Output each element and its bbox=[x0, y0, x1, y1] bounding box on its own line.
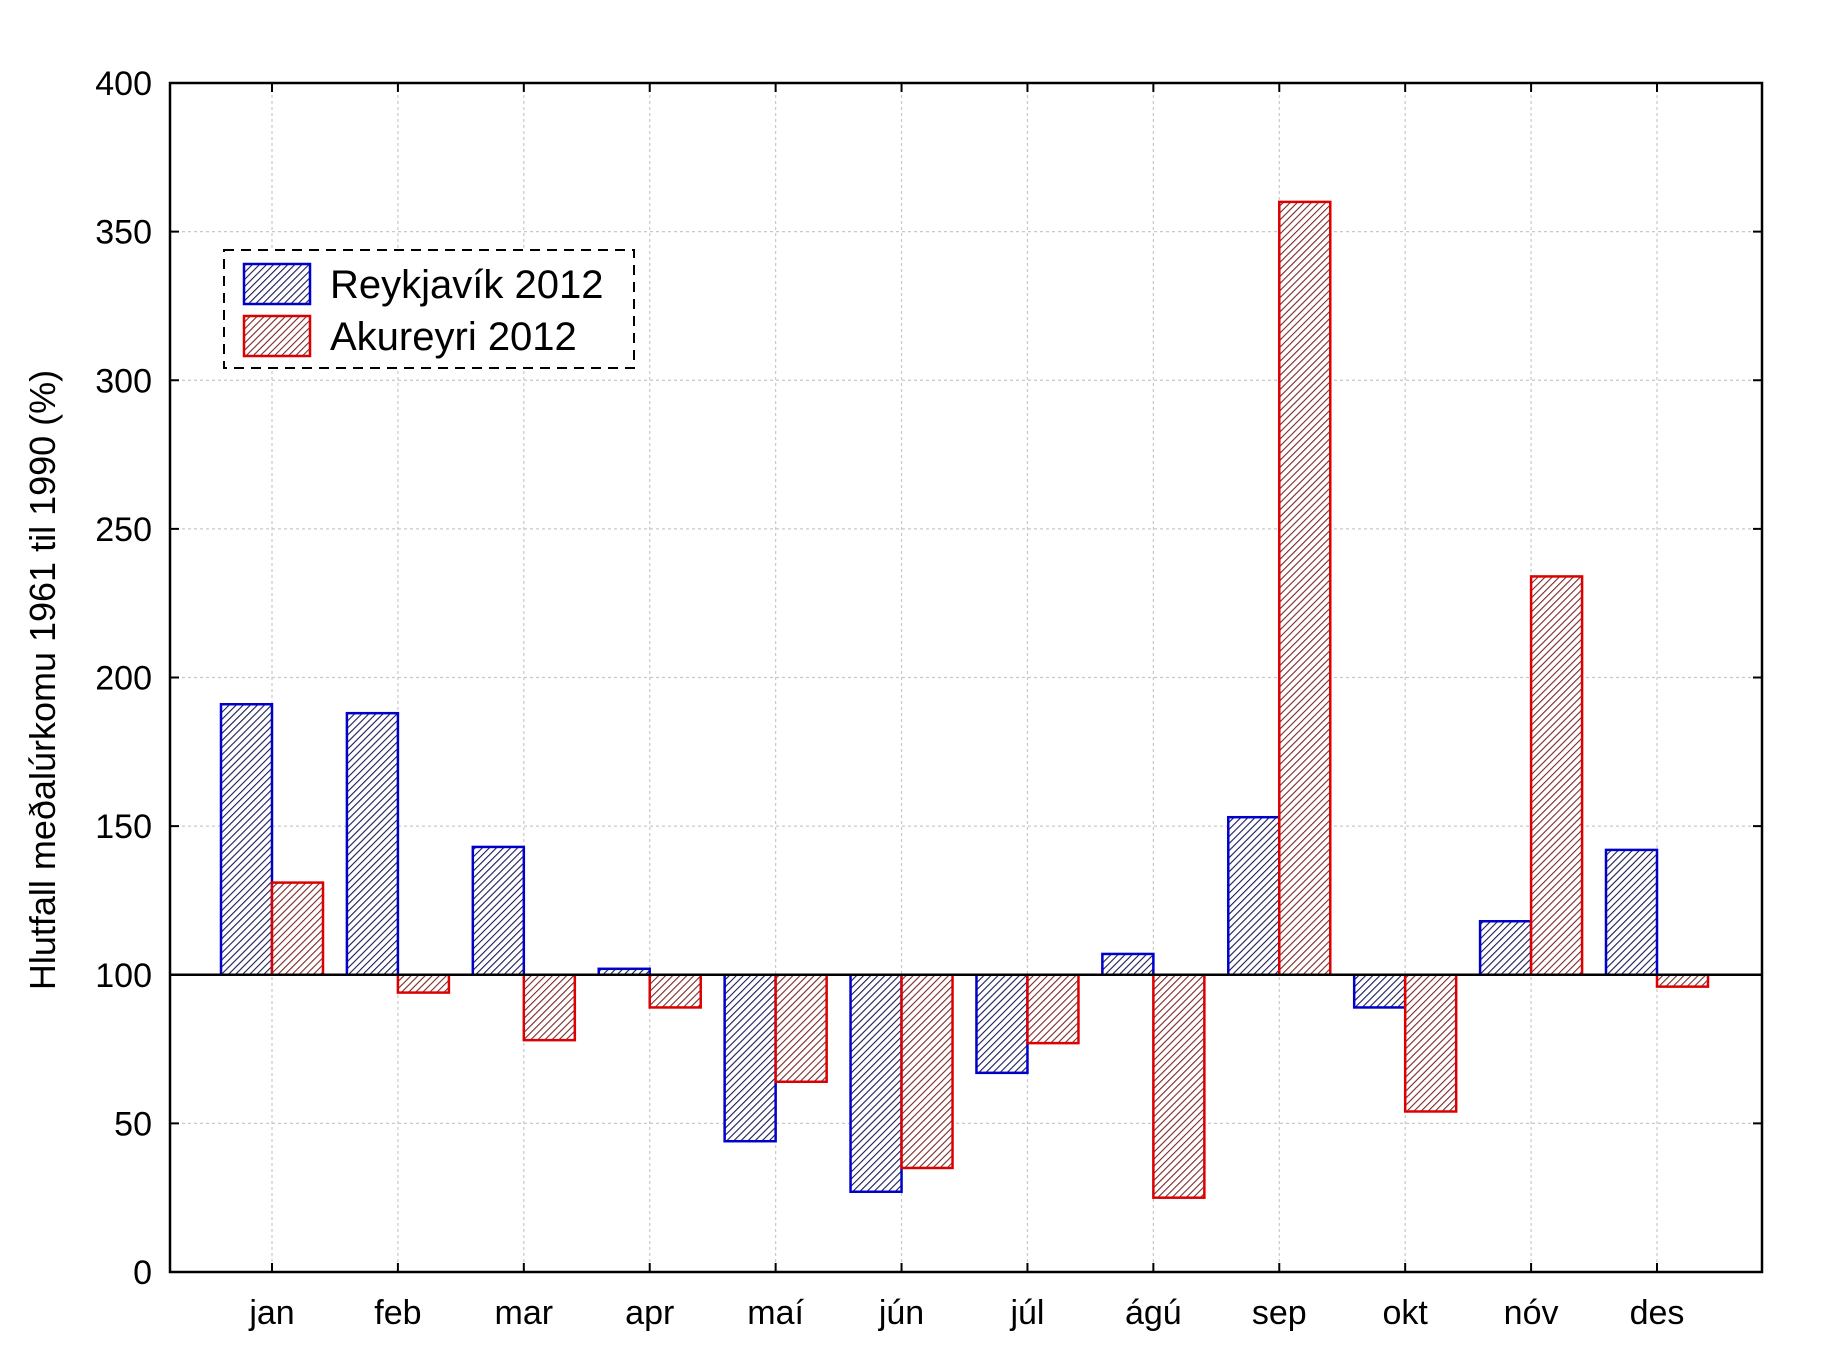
bar-reykjavik-ágú bbox=[1101, 952, 1155, 977]
tick-labels: 0 50 100 150 200 250 300 350 400 jan feb mar apr maí j… bbox=[95, 65, 1684, 1332]
bar-akureyri-jan bbox=[270, 881, 325, 976]
bar-reykjavik-mar bbox=[471, 845, 526, 976]
y-tick-label: 350 bbox=[95, 214, 152, 252]
bar-reykjavik-sep bbox=[1227, 815, 1281, 977]
bar-akureyri-nóv bbox=[1529, 575, 1584, 976]
y-tick-label: 50 bbox=[114, 1105, 152, 1143]
x-tick-label: nóv bbox=[1504, 1294, 1559, 1332]
x-tick-label: feb bbox=[374, 1294, 421, 1332]
y-axis-title: Hlutfall meðalúrkomu 1961 til 1990 (%) bbox=[22, 370, 63, 990]
y-tick-label: 200 bbox=[95, 660, 152, 698]
bar-reykjavik-maí bbox=[723, 973, 777, 1143]
x-tick-label: maí bbox=[747, 1294, 804, 1332]
bar-reykjavik-des bbox=[1604, 848, 1659, 977]
legend-swatch-akureyri bbox=[242, 314, 312, 358]
bar-akureyri-mar bbox=[522, 973, 577, 1042]
bar-akureyri-júl bbox=[1026, 973, 1080, 1045]
bars bbox=[219, 200, 1710, 1199]
bar-reykjavik-jan bbox=[219, 703, 274, 976]
bar-reykjavik-jún bbox=[849, 973, 903, 1193]
x-tick-label: júl bbox=[1009, 1294, 1044, 1332]
x-tick-label: mar bbox=[495, 1294, 554, 1332]
bar-akureyri-jún bbox=[900, 973, 954, 1170]
bar-reykjavik-okt bbox=[1352, 973, 1407, 1009]
bar-reykjavik-nóv bbox=[1478, 919, 1533, 976]
bar-akureyri-ágú bbox=[1152, 973, 1206, 1199]
x-tick-label: apr bbox=[625, 1294, 674, 1332]
y-tick-label: 300 bbox=[95, 362, 152, 400]
bar-reykjavik-júl bbox=[975, 973, 1029, 1075]
x-tick-label: jún bbox=[878, 1294, 924, 1332]
legend-swatch-reykjavik bbox=[242, 262, 312, 306]
x-tick-label: sep bbox=[1252, 1294, 1307, 1332]
y-tick-label: 150 bbox=[95, 808, 152, 846]
bar-reykjavik-feb bbox=[345, 711, 400, 976]
x-tick-label: ágú bbox=[1125, 1294, 1182, 1332]
bar-akureyri-okt bbox=[1403, 973, 1458, 1113]
x-tick-label: okt bbox=[1383, 1294, 1429, 1332]
x-tick-label: des bbox=[1630, 1294, 1685, 1332]
axes bbox=[168, 81, 1764, 1274]
y-tick-label: 250 bbox=[95, 511, 152, 549]
legend: Reykjavík 2012 Akureyri 2012 bbox=[223, 249, 635, 369]
bar-akureyri-apr bbox=[648, 973, 702, 1009]
y-tick-label: 0 bbox=[133, 1254, 152, 1292]
bar-akureyri-feb bbox=[396, 973, 451, 994]
x-tick-label: jan bbox=[248, 1294, 294, 1332]
legend-label-reykjavik: Reykjavík 2012 bbox=[330, 263, 603, 307]
bar-akureyri-sep bbox=[1278, 200, 1332, 976]
y-tick-label: 100 bbox=[95, 957, 152, 995]
legend-label-akureyri: Akureyri 2012 bbox=[330, 315, 577, 359]
plot-frame bbox=[168, 81, 1764, 1274]
bar-akureyri-des bbox=[1655, 973, 1710, 988]
y-tick-label: 400 bbox=[95, 65, 152, 103]
bar-akureyri-maí bbox=[774, 973, 828, 1084]
